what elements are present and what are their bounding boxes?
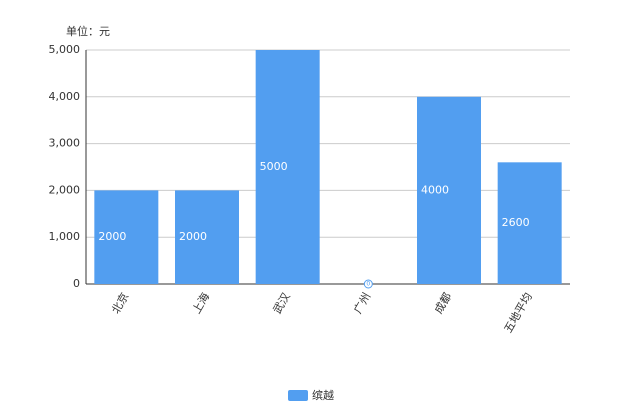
value-label: 0 bbox=[366, 281, 370, 288]
y-axis-title: 单位：元 bbox=[66, 24, 110, 38]
y-tick-label: 0 bbox=[73, 277, 80, 290]
value-label: 2600 bbox=[502, 216, 530, 229]
y-tick-label: 1,000 bbox=[49, 230, 81, 243]
y-tick-label: 5,000 bbox=[49, 43, 81, 56]
value-label: 2000 bbox=[179, 230, 207, 243]
value-label: 4000 bbox=[421, 183, 449, 196]
value-label: 2000 bbox=[98, 230, 126, 243]
y-tick-label: 4,000 bbox=[49, 90, 81, 103]
value-label-marker bbox=[363, 279, 373, 289]
y-tick-label: 2,000 bbox=[49, 183, 81, 196]
bar bbox=[417, 96, 481, 284]
x-tick-label: 上海 bbox=[189, 290, 212, 316]
bar bbox=[94, 190, 159, 284]
legend-label: 缤越 bbox=[312, 388, 334, 402]
x-tick-label: 成都 bbox=[432, 291, 454, 317]
bar bbox=[497, 162, 562, 284]
legend-swatch bbox=[288, 390, 308, 401]
value-label: 5000 bbox=[260, 160, 288, 173]
x-tick-label: 北京 bbox=[108, 290, 131, 316]
y-tick-label: 3,000 bbox=[49, 137, 81, 150]
x-tick-label: 五地平均 bbox=[502, 291, 535, 336]
bar bbox=[175, 190, 239, 284]
bar bbox=[255, 50, 320, 284]
x-tick-label: 武汉 bbox=[271, 291, 293, 317]
x-tick-label: 广州 bbox=[351, 291, 373, 317]
